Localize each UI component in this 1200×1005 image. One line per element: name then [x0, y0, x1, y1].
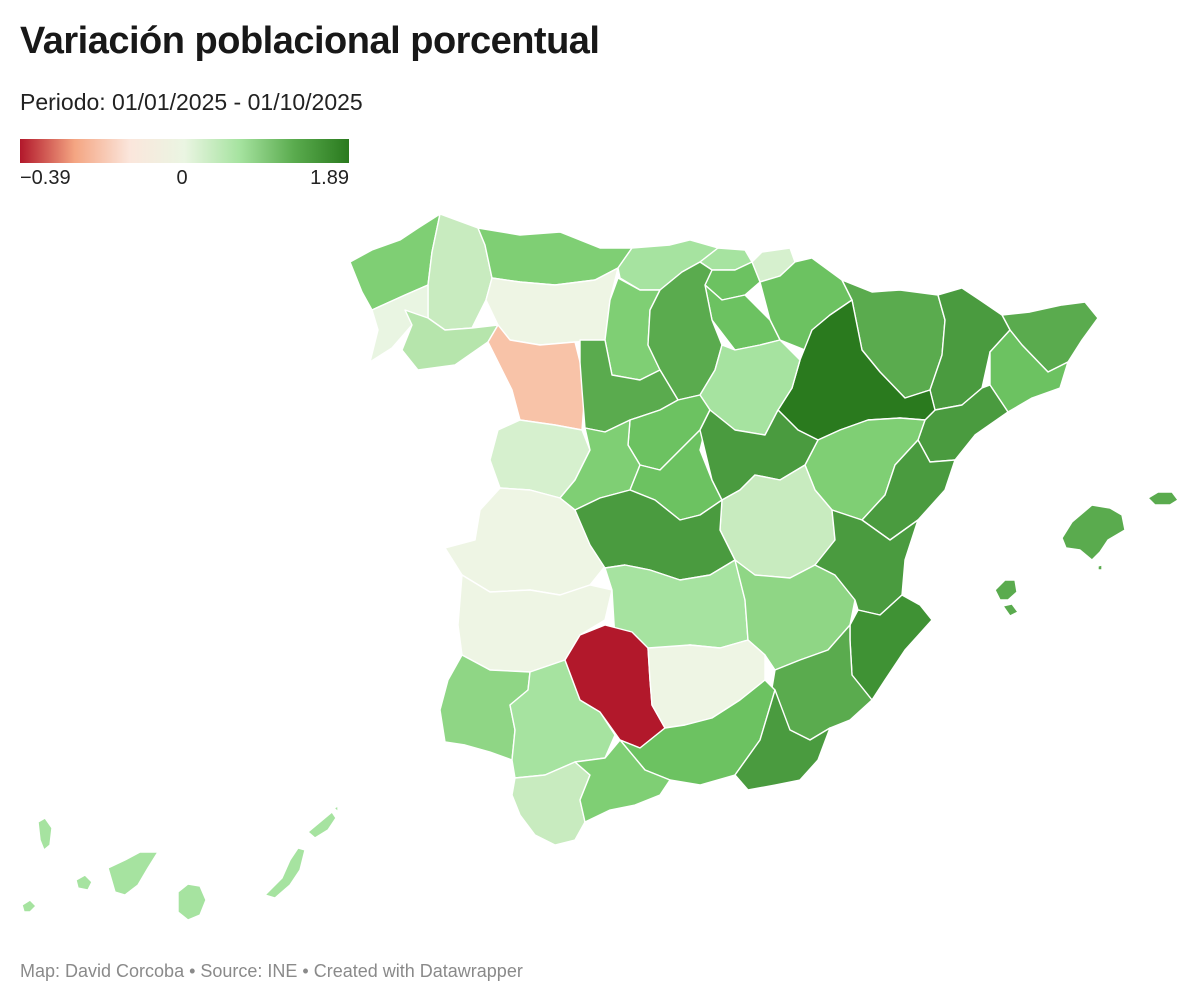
region-canarias[interactable] — [264, 847, 306, 899]
region-almeria[interactable] — [734, 689, 831, 791]
region-barcelona[interactable] — [989, 329, 1069, 413]
region-alicante[interactable] — [849, 594, 933, 701]
region-baleares[interactable] — [1002, 603, 1019, 617]
legend-min-label: −0.39 — [20, 167, 71, 189]
region-granada[interactable] — [619, 679, 776, 786]
region-malaga[interactable] — [574, 739, 671, 823]
region-canarias[interactable] — [177, 883, 207, 921]
region-baleares[interactable] — [994, 579, 1018, 601]
region-canarias[interactable] — [333, 805, 339, 813]
legend-labels: −0.39 0 1.89 — [20, 167, 349, 193]
legend-mid-label: 0 — [176, 167, 188, 189]
region-canarias[interactable] — [307, 811, 337, 839]
chart-title: Variación poblacional porcentual — [20, 20, 600, 62]
region-canarias[interactable] — [107, 851, 159, 896]
region-cadiz[interactable] — [511, 761, 591, 846]
region-canarias[interactable] — [21, 899, 37, 913]
region-baleares[interactable] — [1097, 564, 1103, 571]
footer-credits: Map: David Corcoba • Source: INE • Creat… — [20, 961, 523, 981]
legend-gradient-bar — [20, 139, 349, 163]
region-canarias[interactable] — [75, 874, 93, 891]
region-baleares[interactable] — [1061, 504, 1126, 561]
region-baleares[interactable] — [1147, 491, 1179, 506]
chart-subtitle: Periodo: 01/01/2025 - 01/10/2025 — [20, 89, 363, 115]
legend-max-label: 1.89 — [310, 167, 349, 189]
color-legend: −0.39 0 1.89 — [20, 139, 349, 193]
region-canarias[interactable] — [37, 817, 53, 851]
